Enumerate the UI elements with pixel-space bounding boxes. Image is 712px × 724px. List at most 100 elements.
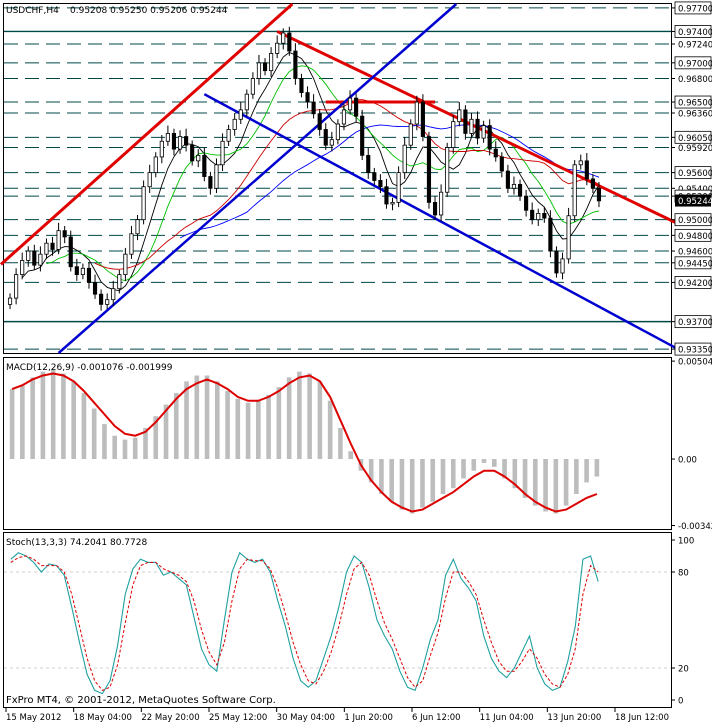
price-tick-label-0.93700: 0.93700 [678, 318, 712, 328]
candle-body-69 [426, 136, 432, 203]
price-tick-label-0.94600: 0.94600 [678, 248, 712, 258]
macd-tick-label--0.00342: -0.00342 [678, 522, 712, 532]
macd-signal-path [11, 372, 598, 513]
candle-body-97 [596, 187, 602, 202]
time-tick-label-4: 30 May 04:00 [277, 713, 335, 723]
candle-body-55 [341, 109, 347, 125]
candle-body-0 [7, 297, 13, 305]
macd-histogram [9, 369, 600, 514]
candle-body-77 [475, 118, 480, 139]
rising-resistance-line [0, 2, 294, 266]
macd-axis: 0.00504 0.00 -0.00342 [671, 358, 712, 532]
time-tick-label-8: 13 Jun 20:00 [547, 713, 601, 723]
time-tick-label-0: 15 May 2012 [6, 713, 61, 723]
candle-body-56 [347, 97, 353, 111]
candle-body-43 [269, 53, 274, 72]
candle-body-74 [457, 109, 462, 123]
macd-label: MACD(12,26,9) -0.001076 -0.001999 [6, 363, 173, 373]
candle-body-82 [505, 170, 510, 189]
candle-body-92 [566, 215, 571, 260]
candle-body-39 [244, 93, 249, 111]
time-tick-label-3: 25 May 12:00 [209, 713, 267, 723]
price-tick-box-0.94200 [674, 276, 712, 289]
current-price-box [675, 194, 711, 207]
candle-body-15 [99, 293, 104, 305]
current-price-label: 0.95244 [678, 197, 712, 207]
candle-body-29 [184, 136, 189, 146]
candle-body-48 [299, 78, 304, 94]
candle-body-16 [105, 299, 110, 305]
candle-body-79 [487, 125, 492, 150]
candle-body-88 [542, 212, 547, 219]
candle-body-49 [305, 92, 310, 103]
candle-body-93 [572, 164, 577, 217]
candle-body-25 [159, 140, 164, 158]
candle-body-36 [226, 129, 231, 142]
candle-body-19 [123, 253, 128, 275]
candle-body-32 [202, 154, 207, 177]
candle-body-91 [560, 258, 565, 274]
stoch-tick-label-100: 100 [678, 537, 694, 547]
stoch-tick-label-80: 80 [678, 569, 689, 579]
price-axis: 0.97700 0.97400 0.97240 0.97000 0.96800 0.965… [671, 1, 712, 356]
time-tick-label-1: 18 May 04:00 [74, 713, 132, 723]
candle-body-81 [499, 156, 504, 172]
candle-body-42 [262, 62, 268, 72]
candle-body-50 [311, 101, 316, 115]
price-tick-box-0.94450 [674, 256, 712, 270]
rising-support-line [57, 3, 458, 354]
price-tick-label-0.97400: 0.97400 [678, 28, 712, 38]
candle-body-90 [554, 250, 559, 274]
time-tick-label-7: 11 Jun 04:00 [480, 713, 534, 723]
candle-body-3 [26, 250, 31, 261]
price-candles [7, 26, 602, 311]
candle-body-7 [50, 242, 55, 250]
candle-body-28 [177, 136, 183, 150]
candle-body-46 [287, 32, 292, 52]
candle-body-53 [329, 139, 334, 146]
candle-body-26 [165, 133, 170, 142]
price-tick-label-0.95600: 0.95600 [678, 169, 712, 179]
candle-body-14 [92, 282, 98, 295]
candle-body-5 [38, 253, 43, 266]
price-tick-box-0.96500 [674, 95, 712, 109]
candle-body-30 [190, 144, 195, 162]
candle-body-2 [20, 260, 25, 275]
price-tick-label-0.94450: 0.94450 [678, 259, 712, 269]
candle-body-76 [469, 118, 474, 134]
price-tick-box-0.93700 [674, 315, 712, 329]
candle-body-12 [80, 267, 85, 275]
candle-body-10 [68, 236, 73, 268]
candle-body-13 [86, 267, 92, 283]
time-tick-label-2: 22 May 20:00 [141, 713, 199, 723]
price-tick-label-0.97240: 0.97240 [678, 40, 712, 50]
price-tick-box-0.97700 [674, 1, 712, 15]
candle-body-35 [220, 140, 225, 166]
candle-body-31 [196, 154, 201, 162]
stoch-main-line [10, 551, 599, 695]
price-tick-box-0.97000 [674, 56, 712, 70]
candle-body-45 [281, 32, 286, 44]
candle-body-20 [129, 233, 134, 255]
falling-support-line [203, 93, 679, 351]
candle-body-62 [384, 186, 389, 205]
candle-body-84 [517, 183, 523, 197]
candle-body-44 [275, 42, 280, 54]
candle-body-85 [524, 195, 529, 211]
candle-body-4 [32, 250, 37, 266]
candle-body-64 [396, 172, 401, 203]
price-tick-label-0.97000: 0.97000 [678, 59, 712, 69]
price-tick-label-0.97700: 0.97700 [678, 4, 712, 14]
candle-body-54 [335, 123, 340, 141]
price-tick-box-0.96050 [674, 130, 712, 144]
candle-body-47 [293, 50, 298, 79]
candle-body-63 [390, 202, 395, 205]
candle-body-71 [439, 191, 444, 216]
candle-body-38 [238, 109, 243, 120]
candle-body-87 [536, 212, 541, 221]
candle-body-59 [366, 154, 371, 174]
candle-body-78 [481, 125, 486, 139]
symbol-label: USDCHF,H4 [6, 6, 59, 16]
candle-body-57 [354, 97, 359, 117]
candle-body-1 [14, 274, 19, 299]
